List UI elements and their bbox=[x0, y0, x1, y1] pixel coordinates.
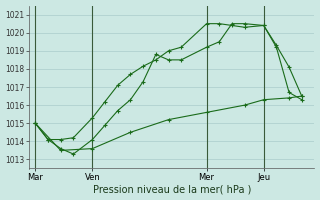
X-axis label: Pression niveau de la mer( hPa ): Pression niveau de la mer( hPa ) bbox=[92, 184, 251, 194]
